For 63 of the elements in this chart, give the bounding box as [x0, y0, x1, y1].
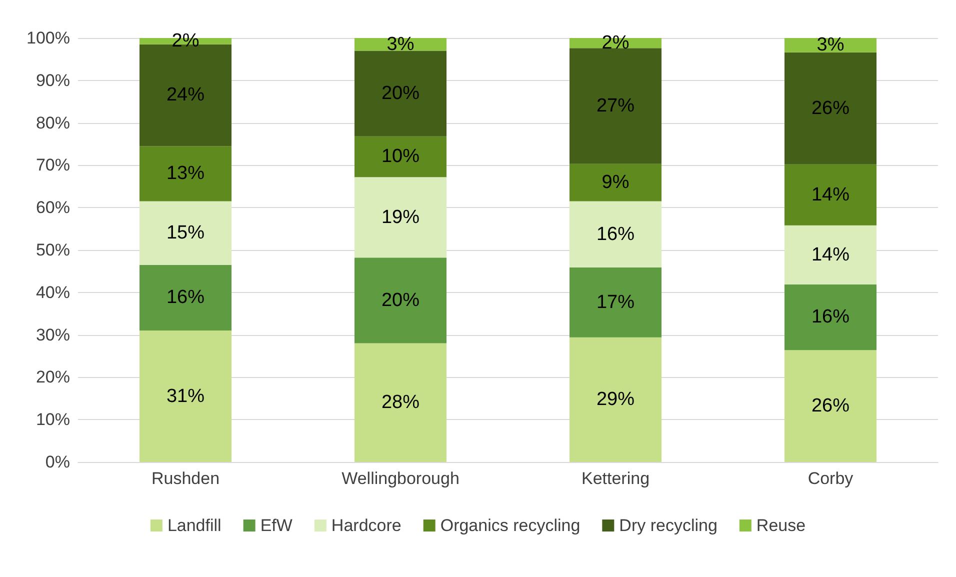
- x-tick-label: Rushden: [151, 469, 220, 488]
- bar: [140, 330, 232, 462]
- bar: [784, 164, 876, 226]
- y-tick-label: 0%: [45, 452, 70, 472]
- data-label: 16%: [811, 306, 850, 328]
- bar: [784, 225, 876, 284]
- bar: [784, 52, 876, 164]
- data-label: 19%: [381, 206, 420, 228]
- x-tick-label: Corby: [808, 469, 854, 488]
- bar: [354, 258, 446, 344]
- y-tick-label: 60%: [36, 198, 70, 218]
- data-label: 24%: [166, 84, 205, 106]
- bar: [354, 50, 446, 136]
- data-label: 20%: [381, 83, 420, 104]
- data-label: 16%: [596, 224, 635, 245]
- bar: [354, 136, 446, 178]
- data-label: 31%: [166, 386, 205, 407]
- data-label: 26%: [811, 396, 850, 417]
- data-label: 17%: [596, 292, 635, 313]
- bar: [140, 201, 232, 265]
- data-label: 14%: [811, 244, 850, 266]
- bar: [570, 164, 662, 202]
- y-tick-label: 80%: [36, 113, 70, 132]
- data-label: 3%: [816, 34, 844, 56]
- bar: [784, 284, 876, 350]
- y-tick-label: 100%: [26, 28, 70, 48]
- y-tick-label: 30%: [36, 325, 70, 344]
- x-tick-label: Wellingborough: [342, 469, 460, 488]
- bar: [570, 267, 662, 338]
- y-tick-label: 20%: [36, 368, 70, 387]
- y-tick-label: 50%: [36, 240, 70, 260]
- data-label: 9%: [602, 172, 630, 194]
- bar: [570, 337, 662, 462]
- legend-label: Hardcore: [331, 516, 402, 535]
- bar: [784, 350, 876, 462]
- bar: [140, 264, 232, 331]
- data-label: 2%: [602, 32, 630, 54]
- data-label: 27%: [596, 96, 635, 117]
- data-label: 14%: [811, 184, 850, 206]
- legend-label: Landfill: [167, 516, 222, 535]
- bar: [570, 201, 662, 268]
- legend-label: Dry recycling: [619, 516, 718, 535]
- data-label: 29%: [596, 389, 635, 410]
- data-label: 16%: [166, 287, 205, 308]
- data-label: 15%: [166, 222, 205, 244]
- data-label: 20%: [381, 290, 420, 311]
- x-tick-label: Kettering: [581, 469, 650, 488]
- bar: [354, 177, 446, 258]
- y-tick-label: 10%: [36, 410, 70, 430]
- data-label: 26%: [811, 98, 850, 119]
- legend-label: EfW: [260, 516, 292, 535]
- y-tick-label: 70%: [36, 156, 70, 175]
- legend-label: Organics recycling: [440, 516, 580, 535]
- y-tick-label: 40%: [36, 282, 70, 302]
- bar: [140, 146, 232, 202]
- y-tick-label: 90%: [36, 70, 70, 90]
- bar: [354, 343, 446, 462]
- data-label: 10%: [381, 146, 420, 168]
- data-label: 28%: [381, 392, 420, 414]
- bar: [570, 48, 662, 164]
- data-label: 3%: [386, 34, 414, 55]
- data-label: 13%: [166, 163, 205, 184]
- legend-label: Reuse: [756, 516, 806, 535]
